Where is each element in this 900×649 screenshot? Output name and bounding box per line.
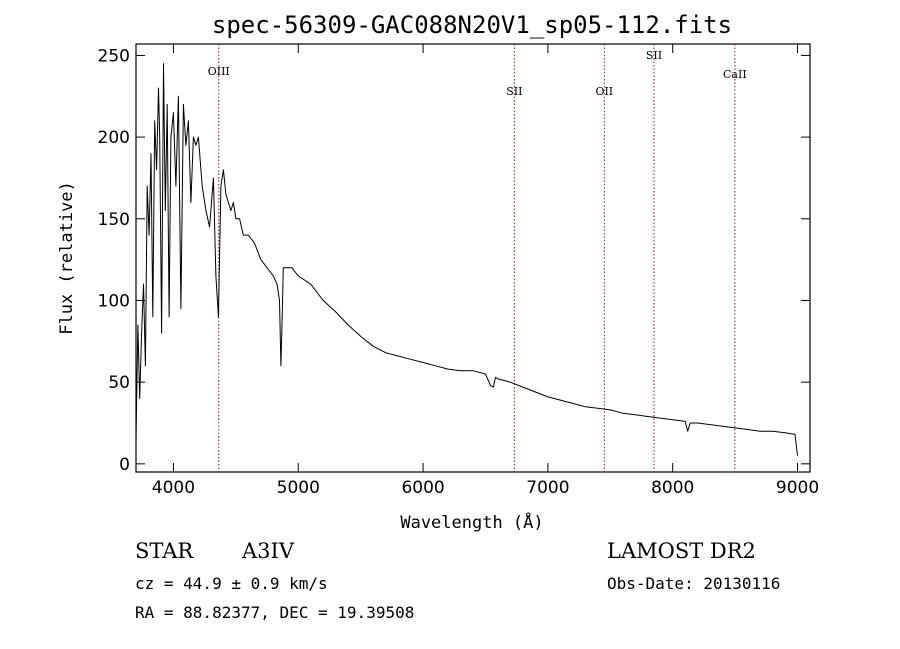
plot-frame [135,43,811,473]
x-tick-label: 5000 [277,478,320,498]
marker-label-sii: SII [506,85,522,98]
y-tick-label: 50 [108,373,130,393]
y-tick-label: 150 [98,210,130,230]
marker-label-oiii: OIII [208,65,230,78]
x-tick-label: 6000 [401,478,444,498]
x-tick-label: 9000 [776,478,819,498]
y-tick-label: 200 [98,128,130,148]
object-subclass: A3IV [242,539,294,563]
y-tick-label: 100 [98,291,130,311]
coordinates: RA = 88.82377, DEC = 19.39508 [135,603,415,622]
x-axis-label: Wavelength (Å) [400,511,543,533]
emission-line-markers: OIII SII OII SII CaII [208,44,747,472]
spectrum-chart: spec-56309-GAC088N20V1_sp05-112.fits OII… [57,11,819,533]
object-class: STAR [135,539,194,563]
marker-label-caii: CaII [723,68,747,81]
y-axis-label: Flux (relative) [57,181,77,335]
x-tick-label: 4000 [152,478,195,498]
y-tick-label: 250 [98,46,130,66]
axis-ticks: 4000 5000 6000 7000 8000 9000 0 50 100 150 200 250 [98,44,819,498]
marker-label-oii: OII [595,85,613,98]
spectrum-line [135,63,798,456]
y-tick-label: 0 [119,455,130,475]
x-tick-label: 7000 [526,478,569,498]
chart-title: spec-56309-GAC088N20V1_sp05-112.fits [212,11,732,39]
obs-date: Obs-Date: 20130116 [607,574,781,593]
redshift-readout: cz = 44.9 ± 0.9 km/s [135,574,328,593]
x-tick-label: 8000 [651,478,694,498]
marker-label-sii: SII [646,49,662,62]
survey-label: LAMOST DR2 [607,539,756,563]
